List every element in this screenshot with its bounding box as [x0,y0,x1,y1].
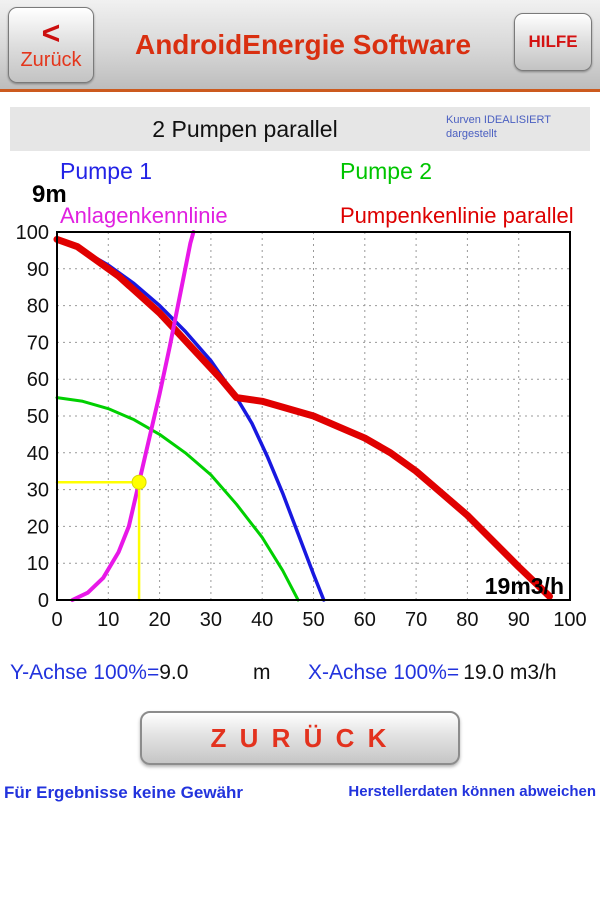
x-axis-scale-info: X-Achse 100%= 19.0 m3/h [308,661,557,685]
curve-pumpe-1 [55,237,326,602]
idealized-note: Kurven IDEALISIERT dargestellt [446,113,576,141]
legend-pump1: Pumpe 1 [60,158,153,184]
back-arrow-icon: < [41,15,61,51]
plot-border [56,231,571,601]
idealized-note-line2: dargestellt [446,128,497,140]
zurueck-button[interactable]: Z U R Ü C K [140,711,460,765]
legend-parallel-curve: Pumpenkenlinie parallel [340,203,574,228]
y-axis-max-label: 9m [32,181,67,208]
x-tick-label: 30 [200,609,222,631]
x-axis-max-label: 19m3/h [484,573,564,599]
app-header: < Zurück AndroidEnergie Software HILFE [0,0,600,92]
y-axis-unit: m [253,661,271,684]
curve-pumpe-2 [55,396,300,602]
x-tick-label: 10 [97,609,119,631]
y-tick-label: 20 [27,516,49,538]
x-tick-label: 80 [456,609,478,631]
x-tick-label: 90 [508,609,530,631]
y-tick-label: 80 [27,296,49,318]
curve-anlagenkennlinie [70,230,196,602]
chart-canvas: 0 10 20 30 40 50 60 70 80 90 100 0 10 20 30 40 50 60 70 80 9… [16,222,587,631]
x-tick-label: 0 [51,609,62,631]
x-tick-label: 100 [553,609,586,631]
x-tick-label: 40 [251,609,273,631]
y-tick-label: 40 [27,443,49,465]
idealized-note-line1: Kurven IDEALISIERT [446,114,551,126]
x-tick-label: 60 [354,609,376,631]
subtitle-bar: 2 Pumpen parallel Kurven IDEALISIERT dar… [10,107,590,151]
disclaimer-left: Für Ergebnisse keine Gewähr [4,783,244,802]
y-axis-scale-value: 9.0 [159,661,189,684]
y-axis-scale-info: Y-Achse 100%=9.0 [10,661,188,685]
disclaimer-right: Herstellerdaten können abweichen [348,783,596,800]
back-button[interactable]: < Zurück [8,7,94,83]
legend-pump2: Pumpe 2 [340,158,433,184]
help-button[interactable]: HILFE [514,13,592,71]
x-tick-label: 20 [148,609,170,631]
y-tick-label: 90 [27,259,49,281]
mode-title: 2 Pumpen parallel [152,115,338,142]
curve-pumpenkenlinie-parallel [53,235,553,600]
y-tick-label: 50 [27,406,49,428]
back-button-label: Zurück [20,49,82,71]
x-axis-scale-value: 19.0 m3/h [463,661,557,684]
pump-chart: 0 10 20 30 40 50 60 70 80 90 100 0 10 20 30 40 50 60 70 80 9… [0,222,600,652]
y-tick-label: 60 [27,369,49,391]
y-tick-label: 70 [27,332,49,354]
x-tick-label: 50 [302,609,324,631]
y-tick-label: 0 [38,590,49,612]
y-axis-scale-label: Y-Achse 100%= [10,661,160,684]
y-tick-label: 30 [27,480,49,502]
operating-point [131,474,147,490]
y-tick-label: 10 [27,553,49,575]
legend-system-curve: Anlagenkennlinie [60,203,228,228]
x-tick-label: 70 [405,609,427,631]
x-axis-scale-label: X-Achse 100%= [308,661,460,684]
page-title: AndroidEnergie Software [134,28,472,60]
y-tick-label: 100 [16,222,49,244]
